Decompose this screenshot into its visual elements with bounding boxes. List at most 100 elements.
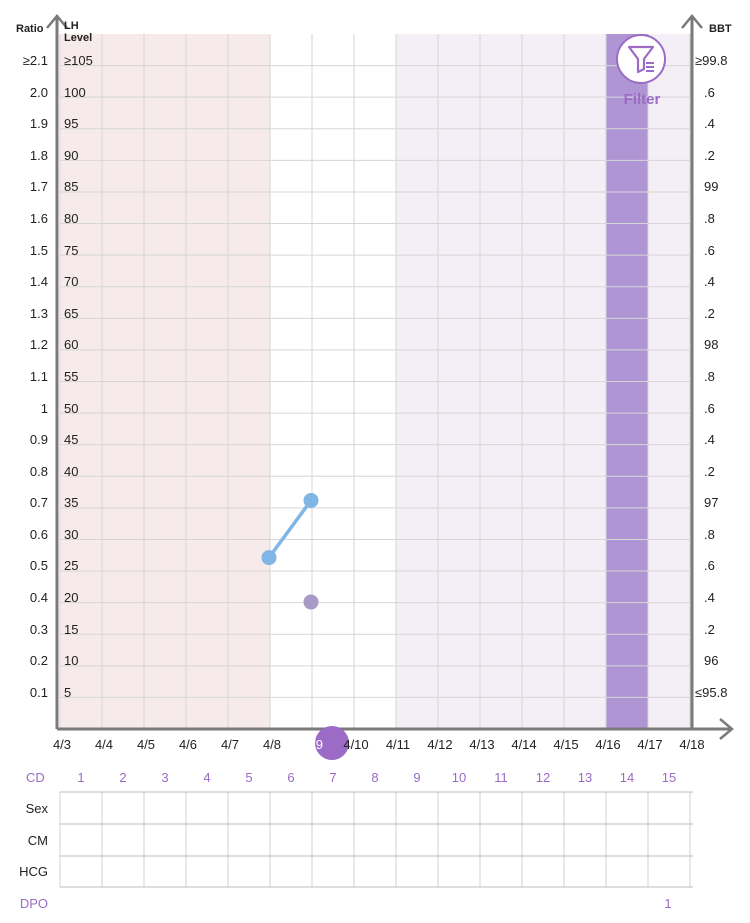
ratio-point: [303, 594, 319, 610]
lh-tick-label: 75: [64, 242, 79, 258]
lh-tick-label: 15: [64, 621, 79, 637]
selected-date-marker[interactable]: [315, 726, 349, 760]
lh-tick-label: 100: [64, 84, 86, 100]
ratio-tick-label: 1.3: [29, 305, 48, 321]
x-axis-arrow: [719, 718, 734, 740]
date-label[interactable]: 4/7: [220, 737, 240, 752]
ratio-tick-label: 2.0: [29, 84, 48, 100]
left-axis-arrow: [46, 14, 68, 29]
date-label[interactable]: 4/3: [52, 737, 72, 752]
ratio-tick-label: 1.5: [29, 242, 48, 258]
date-label[interactable]: 4/15: [553, 737, 579, 752]
bbt-tick-label: .6: [704, 400, 715, 416]
right-axis-arrow: [681, 14, 703, 29]
ratio-tick-label: 0.3: [29, 621, 48, 637]
date-label[interactable]: 4/12: [427, 737, 453, 752]
bbt-tick-label: ≥99.8: [695, 53, 728, 68]
cd-value: 12: [535, 770, 551, 785]
bbt-tick-label: .2: [704, 147, 715, 163]
date-label[interactable]: 4/4: [94, 737, 114, 752]
ratio-tick-label: 1.9: [29, 116, 48, 132]
lh-tick-label: 70: [64, 274, 79, 290]
lh-axis-title: LH Level: [64, 20, 93, 44]
bbt-tick-label: 96: [704, 653, 719, 669]
bbt-tick-label: .4: [704, 590, 715, 606]
date-label[interactable]: 4/6: [178, 737, 198, 752]
lh-tick-label: ≥105: [64, 53, 93, 68]
sex-row-label: Sex: [25, 801, 48, 816]
bbt-tick-label: .2: [704, 305, 715, 321]
date-label[interactable]: 4/11: [385, 737, 411, 752]
date-label[interactable]: 4/18: [679, 737, 705, 752]
filter-label: Filter: [623, 91, 661, 108]
bbt-tick-label: 99: [704, 179, 719, 195]
lh-tick-label: 40: [64, 463, 79, 479]
lh-tick-label: 30: [64, 526, 79, 542]
ratio-tick-label: 1.4: [29, 274, 48, 290]
lh-tick-label: 25: [64, 558, 79, 574]
lh-tick-label: 35: [64, 495, 79, 511]
bbt-tick-label: .8: [704, 368, 715, 384]
ratio-tick-label: 0.6: [29, 526, 48, 542]
cd-value: 9: [413, 770, 421, 785]
lh-tick-label: 5: [64, 684, 72, 700]
bbt-tick-label: .8: [704, 210, 715, 226]
cd-value: 7: [329, 770, 337, 785]
lh-tick-label: 20: [64, 590, 79, 606]
date-label[interactable]: 4/13: [469, 737, 495, 752]
bbt-axis-title: BBT: [709, 23, 732, 35]
dpo-value: 1: [664, 896, 672, 911]
date-label[interactable]: 4/8: [262, 737, 282, 752]
bbt-tick-label: 97: [704, 495, 719, 511]
lh-tick-label: 65: [64, 305, 79, 321]
ratio-tick-label: 0.1: [29, 684, 48, 700]
date-label[interactable]: 4/14: [511, 737, 537, 752]
cd-value: 15: [661, 770, 677, 785]
ratio-tick-label: 1.1: [29, 368, 48, 384]
date-label[interactable]: 4/5: [136, 737, 156, 752]
ratio-tick-label: 0.9: [29, 432, 48, 448]
ratio-tick-label: 0.7: [29, 495, 48, 511]
lh-tick-label: 60: [64, 337, 79, 353]
bbt-tick-label: .4: [704, 116, 715, 132]
ratio-tick-label: 0.8: [29, 463, 48, 479]
lh-tick-label: 90: [64, 147, 79, 163]
cd-value: 2: [119, 770, 127, 785]
bbt-tick-label: .6: [704, 84, 715, 100]
ratio-tick-label: 1.8: [29, 147, 48, 163]
lh-tick-label: 50: [64, 400, 79, 416]
cm-row-label: CM: [27, 833, 48, 848]
ratio-tick-label: 0.5: [29, 558, 48, 574]
bbt-tick-label: .6: [704, 558, 715, 574]
cd-value: 13: [577, 770, 593, 785]
date-label[interactable]: 4/9: [304, 737, 324, 752]
ratio-tick-label: 1.2: [29, 337, 48, 353]
lh-series-line: [267, 499, 313, 559]
ratio-axis-title: Ratio: [16, 23, 44, 35]
bbt-tick-label: .4: [704, 274, 715, 290]
ratio-tick-label: 0.4: [29, 590, 48, 606]
filter-funnel-icon: [616, 34, 666, 84]
cd-value: 11: [494, 770, 508, 785]
lh-point: [303, 492, 319, 508]
date-label[interactable]: 4/10: [343, 737, 369, 752]
bbt-tick-label: .8: [704, 526, 715, 542]
cd-value: 5: [245, 770, 253, 785]
date-label[interactable]: 4/17: [637, 737, 663, 752]
ratio-tick-label: 1.7: [29, 179, 48, 195]
cd-value: 3: [161, 770, 169, 785]
date-label[interactable]: 4/16: [595, 737, 621, 752]
ratio-tick-label: 0.2: [29, 653, 48, 669]
lh-tick-label: 45: [64, 432, 79, 448]
cd-value: 8: [371, 770, 379, 785]
filter-button[interactable]: Filter: [614, 34, 670, 112]
lh-tick-label: 55: [64, 368, 79, 384]
hcg-row-label: HCG: [19, 864, 48, 879]
cd-row-label: CD: [26, 770, 45, 785]
lh-tick-label: 80: [64, 210, 79, 226]
ratio-tick-label: 1: [40, 400, 48, 416]
bbt-tick-label: .4: [704, 432, 715, 448]
dpo-row-label: DPO: [19, 896, 48, 911]
lh-point: [261, 550, 277, 566]
